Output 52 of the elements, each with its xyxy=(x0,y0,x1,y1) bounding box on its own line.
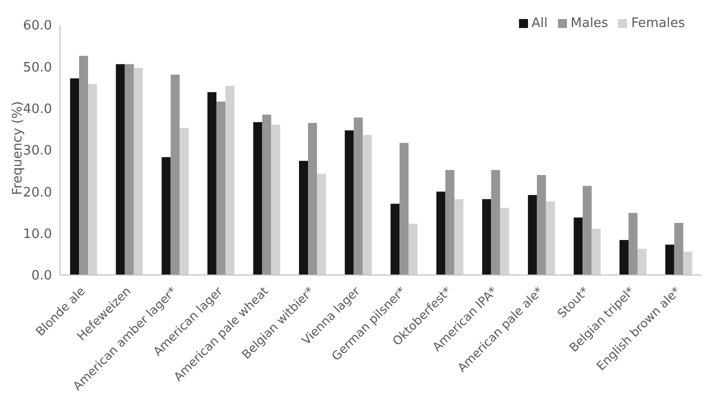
bar xyxy=(216,102,226,275)
bar xyxy=(445,170,454,275)
bar xyxy=(536,175,546,275)
bar xyxy=(344,130,354,275)
bar xyxy=(546,201,555,275)
bar xyxy=(683,252,692,275)
bar xyxy=(454,199,464,275)
y-tick-label: 20.0 xyxy=(23,185,52,200)
legend-label: Females xyxy=(631,16,685,31)
legend-label: All xyxy=(532,16,548,31)
bar xyxy=(436,192,446,275)
bar xyxy=(592,228,601,275)
bar xyxy=(628,212,638,275)
y-tick-label: 0.0 xyxy=(31,268,52,284)
bar xyxy=(262,114,272,275)
bar xyxy=(665,244,674,275)
bar xyxy=(528,195,537,275)
bar xyxy=(88,84,98,275)
bar xyxy=(674,222,684,275)
bar xyxy=(70,78,80,275)
bar xyxy=(582,186,592,275)
y-tick-label: 60.0 xyxy=(23,18,52,34)
y-tick-label: 10.0 xyxy=(23,226,52,242)
bar xyxy=(317,174,326,275)
bar xyxy=(574,218,583,275)
bar xyxy=(124,64,134,275)
bar xyxy=(207,92,216,275)
legend-label: Males xyxy=(570,16,608,31)
bar xyxy=(162,157,171,275)
bar xyxy=(620,240,628,275)
bar xyxy=(638,248,646,275)
bar xyxy=(253,122,262,275)
bar xyxy=(362,135,372,275)
bar xyxy=(491,170,500,275)
bar xyxy=(308,122,317,275)
bar xyxy=(134,68,143,275)
bar xyxy=(180,128,189,275)
bar xyxy=(390,204,400,275)
y-tick-label: 50.0 xyxy=(23,60,52,76)
bar xyxy=(116,64,125,275)
bar xyxy=(79,56,88,275)
bar xyxy=(500,208,510,275)
bar xyxy=(225,86,234,275)
y-tick-label: 30.0 xyxy=(23,144,52,159)
bar xyxy=(400,142,409,275)
bar xyxy=(299,160,308,275)
bar xyxy=(170,74,180,275)
bar xyxy=(482,199,492,275)
y-tick-label: 40.0 xyxy=(23,102,52,117)
bar xyxy=(271,124,280,275)
bar xyxy=(354,118,363,275)
bar xyxy=(408,224,418,275)
